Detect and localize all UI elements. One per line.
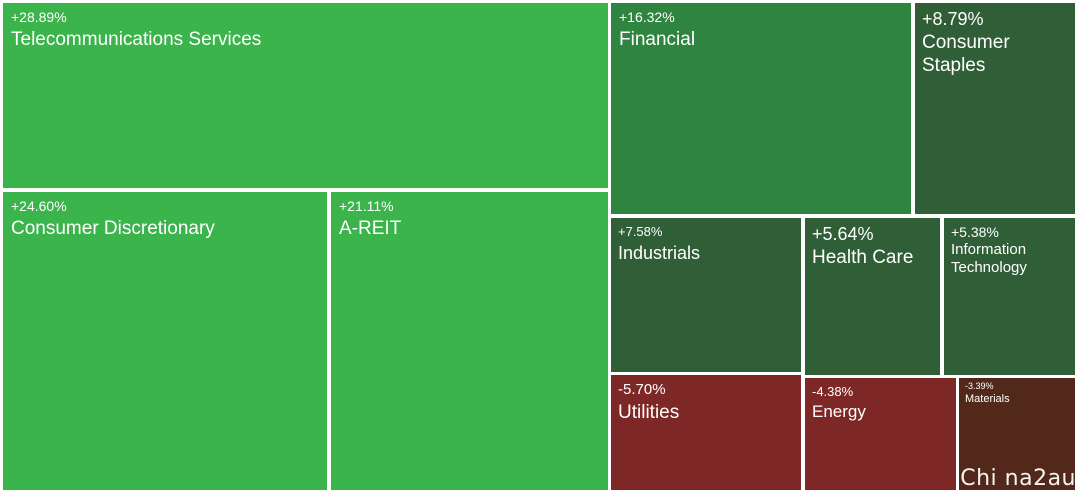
tile-label: Consumer Staples <box>922 31 1010 76</box>
tile-infotech: +5.38% Information Technology <box>944 218 1075 375</box>
tile-label: Consumer Discretionary <box>11 218 215 240</box>
tile-materials: -3.39% Materials <box>959 378 1075 490</box>
tile-change: +7.58% <box>618 224 663 239</box>
tile-change: +28.89% <box>11 9 67 25</box>
tile-change: +24.60% <box>11 198 67 214</box>
tile-change: +5.64% <box>812 224 874 244</box>
tile-utilities: -5.70% Utilities <box>611 375 801 490</box>
tile-financial: +16.32% Financial <box>611 3 911 214</box>
tile-change: +8.79% <box>922 9 984 29</box>
tile-label: Financial <box>619 29 696 51</box>
tile-label: Health Care <box>812 246 914 268</box>
tile-energy: -4.38% Energy <box>805 378 956 490</box>
tile-industrials: +7.58% Industrials <box>611 218 801 372</box>
tile-label: Telecommunications Services <box>11 29 262 51</box>
tile-label: A-REIT <box>339 218 402 240</box>
tile-health: +5.64% Health Care <box>805 218 940 375</box>
tile-change: -3.39% <box>965 381 994 391</box>
tile-change: +21.11% <box>339 198 394 214</box>
tile-label: Energy <box>812 402 866 422</box>
tile-change: +16.32% <box>619 9 675 25</box>
watermark: Chi na2au <box>960 466 1076 491</box>
tile-change: +5.38% <box>951 224 999 240</box>
tile-change: -4.38% <box>812 384 854 399</box>
tile-change: -5.70% <box>618 381 666 398</box>
tile-label: Materials <box>965 392 1010 405</box>
tile-cons-staples: +8.79% Consumer Staples <box>915 3 1075 214</box>
tile-label: Industrials <box>618 243 701 264</box>
tile-areit: +21.11% A-REIT <box>331 192 608 490</box>
tile-label: Utilities <box>618 401 680 423</box>
tile-label: Information Technology <box>951 241 1027 277</box>
tile-telecom: +28.89% Telecommunications Services <box>3 3 608 188</box>
tile-cons-disc: +24.60% Consumer Discretionary <box>3 192 327 490</box>
